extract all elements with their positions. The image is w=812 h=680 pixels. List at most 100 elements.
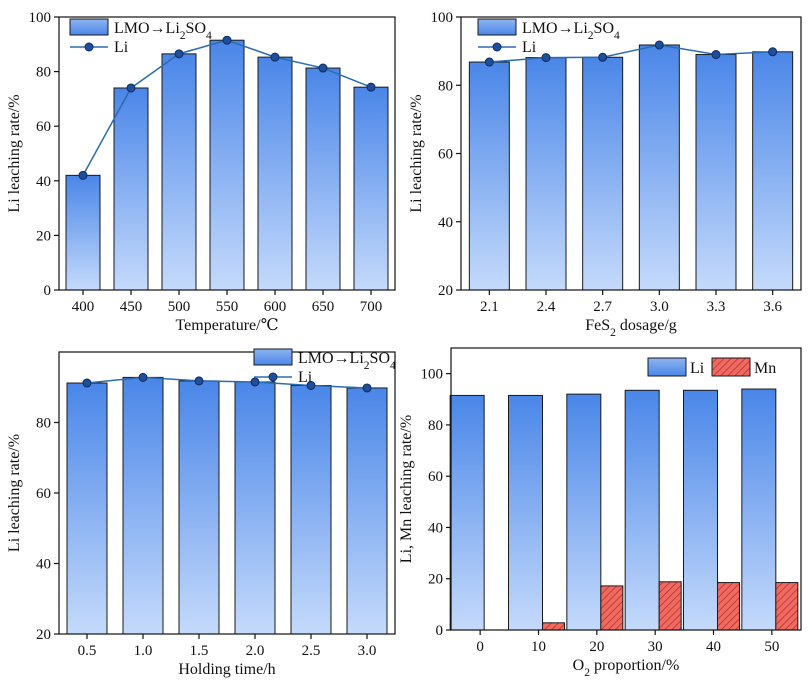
data-point — [768, 47, 778, 57]
bar — [66, 382, 108, 635]
plot-frame — [450, 347, 802, 631]
bar — [65, 174, 101, 291]
y-tick-label: 60 — [438, 147, 453, 163]
y-tick-label: 20 — [36, 627, 51, 643]
legend-swatch-bar — [253, 348, 293, 366]
data-point — [484, 57, 494, 67]
y-axis-label: Li, Mn leaching rate/% — [398, 415, 415, 563]
data-point — [598, 52, 608, 62]
data-point — [222, 35, 232, 45]
data-point — [711, 50, 721, 60]
x-tick-label: 2.1 — [480, 299, 499, 315]
y-tick-label: 100 — [29, 10, 52, 26]
y-tick-label: 80 — [428, 418, 443, 434]
legend-label-bar: LMO→Li2SO4 — [522, 20, 620, 42]
x-tick-label: 0 — [476, 639, 484, 655]
x-tick-label: 2.7 — [593, 299, 612, 315]
bar — [582, 56, 624, 291]
x-tick-label: 500 — [168, 299, 191, 315]
y-tick-label: 40 — [36, 557, 51, 573]
bar-mn — [542, 622, 565, 631]
y-tick-label: 60 — [36, 486, 51, 502]
legend-swatch-bar — [477, 18, 517, 36]
y-axis-label: Li leaching rate/% — [6, 94, 23, 212]
bar — [234, 381, 276, 635]
bar — [752, 51, 794, 291]
legend-swatch-bar — [69, 18, 109, 36]
plot-frame — [460, 16, 802, 291]
y-tick-label: 40 — [428, 520, 443, 536]
y-tick-label: 20 — [438, 283, 453, 299]
x-tick-label: 2.4 — [537, 299, 556, 315]
y-tick-label: 80 — [36, 65, 51, 81]
data-point — [250, 377, 260, 387]
bar — [638, 44, 680, 291]
bar-mn — [717, 582, 740, 631]
legend-label-mn: Mn — [754, 360, 776, 377]
y-tick-label: 100 — [431, 10, 454, 26]
bar-mn — [658, 581, 682, 631]
bar — [353, 86, 389, 291]
x-tick-label: 2.5 — [302, 643, 321, 659]
bar — [305, 67, 341, 291]
bar-li — [683, 389, 718, 631]
x-tick-label: 400 — [72, 299, 95, 315]
y-tick-label: 40 — [438, 215, 453, 231]
legend-label-li: Li — [114, 39, 129, 56]
chart-panel-1: 0 20 40 60 80 100 400 450 500 550 600 650 700 Tempera… — [6, 10, 396, 334]
data-point — [126, 83, 136, 93]
data-point — [78, 170, 88, 180]
bar — [178, 380, 220, 635]
bar — [257, 56, 293, 291]
x-axis-label: FeS2 dosage/g — [585, 317, 677, 339]
x-tick-label: 40 — [706, 639, 721, 655]
x-tick-label: 1.5 — [190, 643, 209, 659]
legend-marker-li — [268, 372, 278, 382]
legend-marker-li — [492, 42, 502, 52]
x-tick-label: 10 — [531, 639, 546, 655]
data-point — [306, 380, 316, 390]
bar — [290, 384, 332, 635]
legend-label-li: Li — [690, 360, 705, 377]
y-tick-label: 20 — [36, 228, 51, 244]
x-tick-label: 600 — [264, 299, 287, 315]
y-tick-label: 40 — [36, 174, 51, 190]
bar — [346, 387, 388, 635]
y-tick-label: 20 — [428, 572, 443, 588]
y-axis-label: Li leaching rate/% — [6, 434, 23, 552]
bar — [209, 39, 245, 291]
data-point — [194, 376, 204, 386]
data-point — [270, 52, 280, 62]
y-tick-label: 0 — [436, 623, 444, 639]
data-point — [138, 372, 148, 382]
plot-frame — [58, 351, 396, 635]
data-point — [174, 49, 184, 59]
x-axis-label: Holding time/h — [178, 661, 275, 678]
x-tick-label: 3.3 — [707, 299, 726, 315]
legend-label-li: Li — [522, 39, 537, 56]
x-tick-label: 700 — [360, 299, 383, 315]
legend-swatch-mn — [711, 357, 751, 377]
bar — [161, 53, 197, 291]
legend-label-bar: LMO→Li2SO4 — [114, 20, 212, 42]
x-tick-label: 50 — [764, 639, 779, 655]
series-line-li — [86, 376, 368, 389]
data-point — [541, 53, 551, 63]
bar-li — [566, 393, 602, 631]
bar-mn — [600, 585, 624, 631]
chart-panel-4: 0 20 40 60 80 100 0 10 20 30 40 50 O2 proportion/% Li… — [398, 347, 802, 679]
x-tick-label: 3.0 — [650, 299, 669, 315]
bar — [525, 57, 567, 291]
chart-panel-2: 20 40 60 80 100 2.1 2.4 2.7 3.0 3.3 3.6 FeS2 dosage… — [408, 10, 802, 339]
data-point — [318, 63, 328, 73]
x-tick-label: 3.6 — [763, 299, 782, 315]
data-point — [362, 383, 372, 393]
legend: Li Mn — [647, 357, 776, 377]
legend-label-bar: LMO→Li2SO4 — [298, 350, 396, 372]
bar-li — [741, 388, 777, 631]
bar — [122, 376, 164, 635]
x-tick-label: 3.0 — [358, 643, 377, 659]
